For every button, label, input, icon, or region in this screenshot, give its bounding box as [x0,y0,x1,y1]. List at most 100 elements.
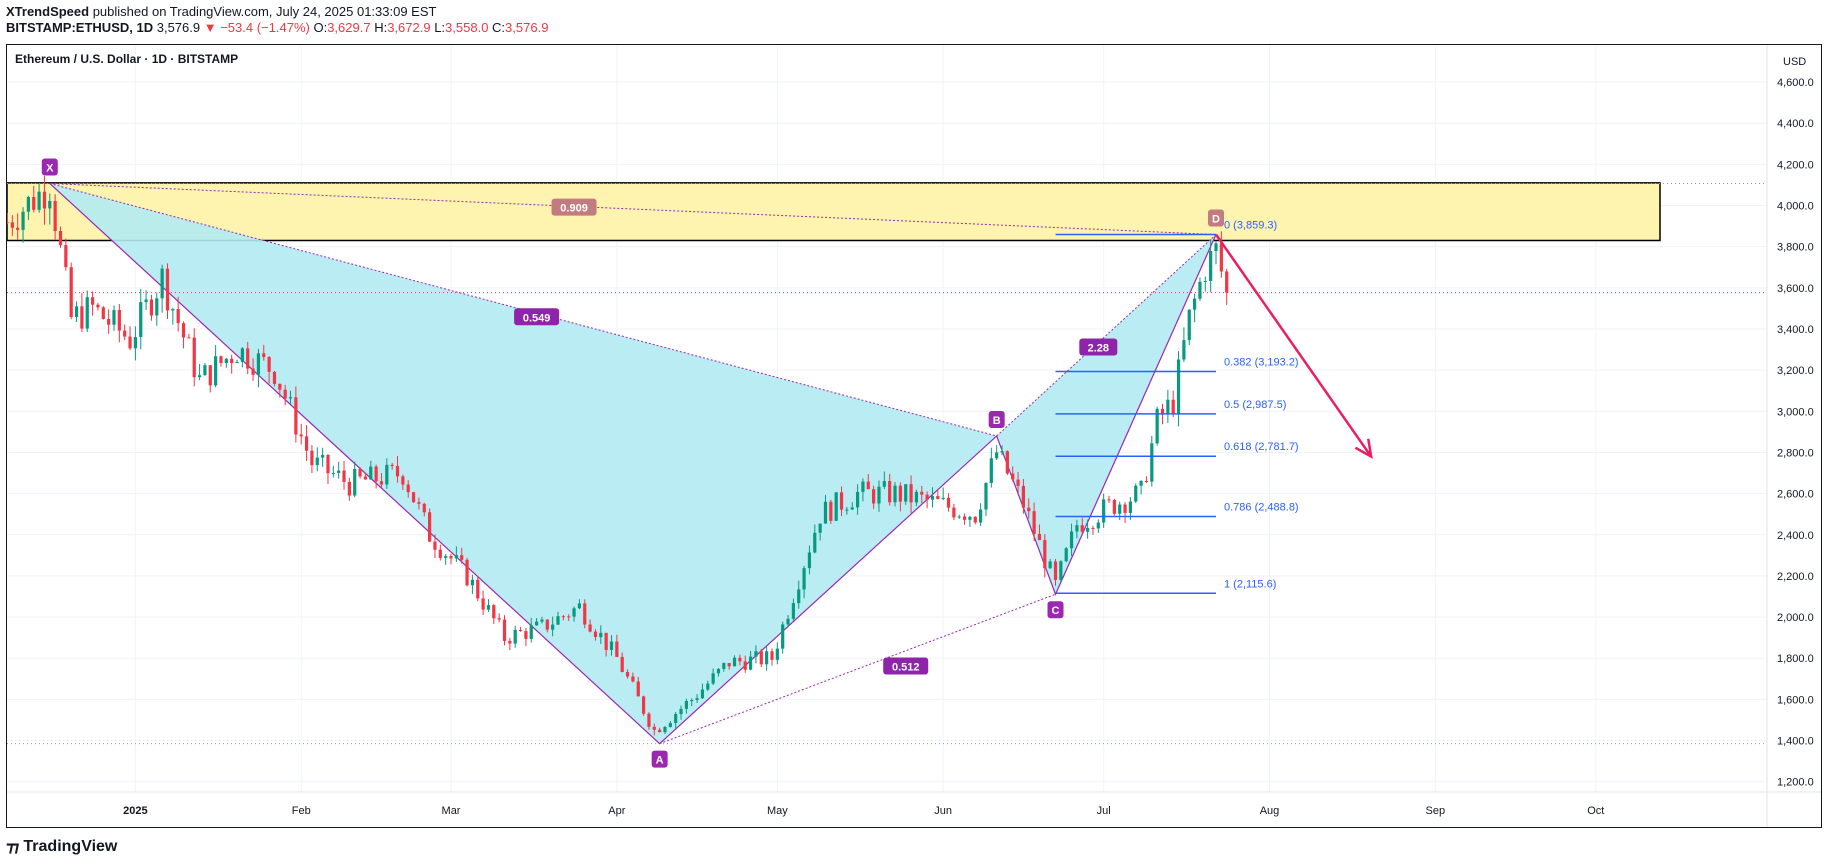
candle-body [37,191,41,210]
candle [748,650,753,671]
chart-frame[interactable]: 0.909 0.549 0.512 2.28 X A B C D 0 (3,859.3) 0.382… [6,44,1822,828]
candle [1091,525,1095,535]
candle [813,524,817,554]
candle [1139,480,1143,495]
candle [406,480,410,498]
candle-body [872,489,876,504]
candle [256,348,261,388]
ratio-badge-bg [1079,338,1118,356]
candle-body [888,481,892,503]
candle-body [299,434,303,437]
fib-label-0.5: 0.5 (2,987.5) [1224,399,1286,411]
candle [7,212,9,225]
candle-body [1198,281,1202,299]
price-tick-label: 2,600.0 [1777,489,1814,501]
candle [310,445,314,474]
candle-body [358,468,362,477]
candle-body [337,470,341,473]
fib-label-0.382: 0.382 (3,193.2) [1224,357,1299,369]
candle [872,485,876,509]
candle [460,547,464,564]
candle [743,655,747,673]
candle [267,356,271,384]
candle [604,632,608,657]
author-name[interactable]: XTrendSpeed [6,4,90,19]
candle [486,599,491,612]
tradingview-logo[interactable]: ⁊⁊ TradingView [6,838,117,856]
candle-body [16,227,20,230]
price-chart[interactable]: 0.909 0.549 0.512 2.28 X A B C D 0 (3,859.3) 0.382… [7,45,1821,827]
ratio-badge-text: 0.512 [892,661,920,673]
candle-body [807,552,812,569]
candle [208,364,212,393]
price-tick-label: 4,000.0 [1777,201,1814,213]
ratio-badge-text: 0.549 [523,312,551,324]
candle [583,599,587,629]
pattern-point-X: X [41,158,58,176]
candle-body [96,304,100,308]
candle-body [968,516,972,520]
candle [920,485,924,504]
candle [636,676,640,697]
candle-body [1080,525,1084,532]
candle [802,565,806,599]
candle-body [1032,511,1036,534]
candle [1225,268,1229,305]
candle-body [722,663,726,669]
pattern-point-B: B [988,410,1005,428]
time-tick-label: Jul [1097,805,1111,817]
candle [930,487,935,508]
candle [641,695,646,716]
candle-body [449,556,453,559]
candle-body [422,503,426,513]
candle [433,534,437,559]
candle-body [540,619,544,622]
candle-body [1037,533,1042,541]
candle-body [679,708,683,715]
publish-line: XTrendSpeed published on TradingView.com… [6,4,548,20]
candle [941,487,945,501]
candle [492,604,496,625]
candle-body [21,211,25,230]
fib-label-0.786: 0.786 (2,488.8) [1224,501,1299,513]
candle-body [1144,480,1149,482]
candle-body [492,605,496,619]
candle-body [930,496,935,500]
candle [422,502,426,517]
candle [936,489,940,500]
candle [615,634,619,658]
candle-body [567,616,571,618]
candle [155,292,159,326]
candle-body [214,356,218,386]
candle [107,309,111,334]
candle-body [192,337,196,378]
candle-body [572,608,576,617]
candle [1096,519,1100,533]
candle-body [58,230,63,246]
candle-body [738,657,742,662]
candle [1086,519,1090,539]
candle-body [620,656,624,672]
candle-body [438,549,442,558]
candle [668,721,672,728]
candle-body [411,492,416,503]
candle [37,183,41,213]
candle [1144,476,1149,483]
candle-body [604,632,608,650]
candle-body [128,336,132,349]
candle [775,642,779,665]
candle-body [1123,504,1127,513]
time-tick-label: Mar [442,805,461,817]
candle-body [1225,271,1229,293]
candle-body [839,492,844,510]
price-tick-label: 1,800.0 [1777,653,1814,665]
time-tick-label: Jun [934,805,952,817]
candle-body [203,365,207,376]
candle [470,574,475,594]
candle-body [952,507,956,518]
candle-body [706,683,710,690]
candle [989,447,993,488]
ratio-badge-2.28: 2.28 [1079,338,1118,356]
price-tick-label: 3,600.0 [1777,283,1814,295]
candle-body [647,713,651,727]
